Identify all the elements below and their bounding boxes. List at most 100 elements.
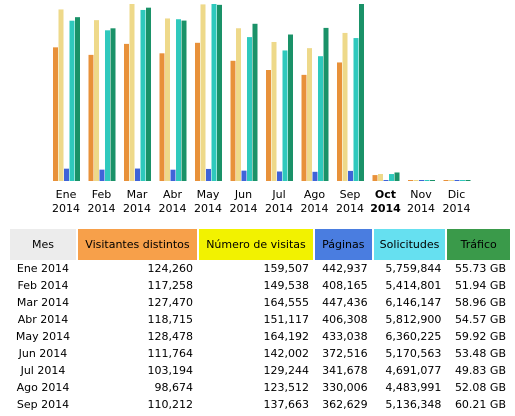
bar (419, 180, 424, 181)
bar (105, 30, 110, 182)
table-cell: 151,117 (263, 313, 309, 326)
bar (348, 170, 353, 181)
table-cell: 123,512 (263, 381, 309, 394)
table-cell: 142,002 (263, 347, 309, 360)
bar (353, 38, 359, 181)
table-cell: 330,006 (322, 381, 368, 394)
bar (307, 48, 312, 182)
table-cell: 5,414,801 (385, 279, 442, 292)
bar (211, 4, 217, 181)
table-row: Mar 2014 127,470 164,555 447,436 6,146,147 58… (10, 294, 510, 311)
table-cell: 372,516 (322, 347, 368, 360)
table-cell: 128,478 (147, 330, 193, 343)
bar (99, 169, 105, 181)
bar (241, 170, 247, 181)
chart (53, 4, 471, 182)
table-cell: 127,470 (147, 296, 193, 309)
x-tick-label: Feb 2014 (87, 188, 116, 215)
column-header: Número de visitas (198, 229, 313, 260)
bar (230, 60, 236, 181)
table-row: Ene 2014 124,260 159,507 442,937 5,759,844 55… (10, 260, 510, 277)
bar (170, 169, 176, 181)
x-tick-label: Mar 2014 (123, 188, 151, 215)
bar (282, 50, 288, 181)
bar (88, 54, 94, 181)
table-cell: 55.73 GB (454, 262, 506, 275)
table-cell: 110,212 (147, 398, 193, 411)
table-row: Ago 2014 98,674 123,512 330,006 4,483,991 52.… (10, 379, 510, 396)
bar (378, 174, 383, 181)
x-tick-label: Nov 2014 (407, 188, 435, 215)
table-cell: 442,937 (322, 262, 368, 275)
bar (53, 47, 58, 181)
table-row: Jul 2014 103,194 129,244 341,678 4,691,077 49… (10, 362, 510, 379)
bar (465, 180, 471, 181)
table-cell: 129,244 (263, 364, 309, 377)
table-cell: 159,507 (263, 262, 309, 275)
bar (443, 180, 449, 181)
bar (389, 174, 394, 181)
table-cell: 5,759,844 (385, 262, 442, 275)
column-header: Páginas (314, 229, 372, 260)
bar (271, 41, 277, 181)
table-cell: Abr 2014 (17, 313, 69, 326)
table-cell: 59.92 GB (454, 330, 506, 343)
table-cell: 4,691,077 (385, 364, 442, 377)
x-tick-label: Ago 2014 (300, 188, 329, 215)
bar (342, 32, 348, 181)
table-cell: 103,194 (147, 364, 193, 377)
bar (323, 27, 329, 181)
table-cell: 6,360,225 (385, 330, 442, 343)
bar (64, 168, 69, 181)
table-cell: 164,192 (263, 330, 309, 343)
table-cell: Mar 2014 (16, 296, 70, 309)
bar (460, 180, 465, 181)
x-tick-label: Ene 2014 (52, 188, 80, 215)
table-cell: Jun 2014 (18, 347, 68, 360)
monthly-table: Mes Visitantes distintos Número de visitas… (8, 229, 512, 413)
bar (394, 172, 400, 181)
table-cell: 54.57 GB (454, 313, 506, 326)
bar (195, 42, 200, 182)
table-row: May 2014 128,478 164,192 433,038 6,360,225 59… (10, 328, 510, 345)
table-cell: 60.21 GB (454, 398, 506, 411)
bar (318, 56, 323, 182)
table-cell: 51.94 GB (454, 279, 506, 292)
bar (129, 4, 135, 181)
table-cell: 433,038 (322, 330, 368, 343)
table-cell: 408,165 (322, 279, 368, 292)
table-cell: 52.08 GB (454, 381, 506, 394)
bar (288, 34, 293, 182)
table-cell: May 2014 (15, 330, 71, 343)
bar (217, 4, 222, 182)
table-cell: 4,483,991 (385, 381, 442, 394)
table-cell: 49.83 GB (454, 364, 506, 377)
bar (140, 9, 146, 181)
x-tick-label: Abr 2014 (158, 188, 187, 215)
table-cell: 6,146,147 (385, 296, 442, 309)
column-header: Tráfico (447, 229, 510, 260)
table-cell: 362,629 (322, 398, 368, 411)
bar (124, 43, 129, 181)
x-tick-label: Jul 2014 (265, 188, 293, 215)
bar (383, 180, 389, 181)
bar (359, 4, 364, 181)
bar (181, 20, 187, 181)
bar (75, 17, 80, 181)
table-cell: 149,538 (263, 279, 309, 292)
table-cell: 406,308 (322, 313, 368, 326)
bar (372, 175, 378, 181)
bar (454, 180, 460, 181)
x-tick-label: Jun 2014 (229, 188, 258, 215)
bar (206, 168, 211, 181)
header-row: Mes Visitantes distintos Número de visitas… (10, 229, 510, 260)
table-cell: 118,715 (147, 313, 193, 326)
bar (247, 37, 252, 181)
table-cell: 447,436 (322, 296, 368, 309)
bar (165, 18, 170, 182)
bar (252, 23, 258, 181)
bar (58, 9, 64, 181)
column-header: Solicitudes (373, 229, 446, 260)
bar (159, 53, 165, 182)
table-cell: 117,258 (147, 279, 193, 292)
